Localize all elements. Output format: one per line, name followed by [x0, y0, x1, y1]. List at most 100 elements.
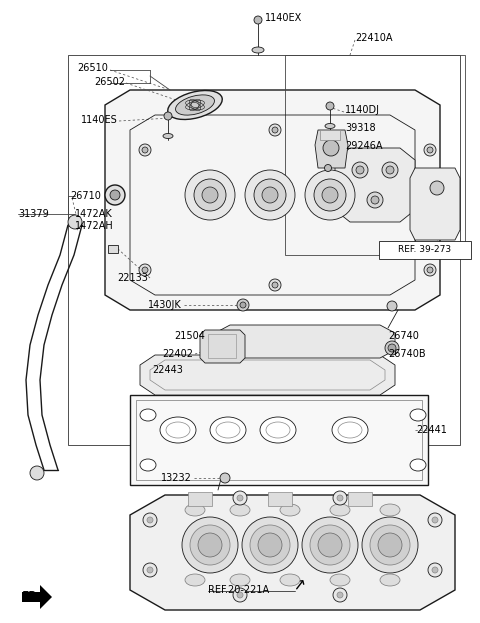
- Circle shape: [432, 567, 438, 573]
- Circle shape: [430, 181, 444, 195]
- Ellipse shape: [176, 95, 215, 115]
- Text: 22441: 22441: [416, 425, 447, 435]
- Circle shape: [182, 517, 238, 573]
- Circle shape: [371, 196, 379, 204]
- Ellipse shape: [325, 123, 335, 128]
- Bar: [268, 492, 292, 506]
- Ellipse shape: [140, 409, 156, 421]
- Circle shape: [190, 525, 230, 565]
- Circle shape: [428, 513, 442, 527]
- Text: 31379: 31379: [18, 209, 49, 219]
- Circle shape: [258, 533, 282, 557]
- Circle shape: [424, 144, 436, 156]
- Circle shape: [326, 102, 334, 110]
- Text: 1140DJ: 1140DJ: [345, 105, 380, 115]
- Circle shape: [322, 187, 338, 203]
- Polygon shape: [215, 325, 395, 358]
- Circle shape: [143, 513, 157, 527]
- Ellipse shape: [140, 459, 156, 471]
- Ellipse shape: [280, 574, 300, 586]
- Polygon shape: [105, 90, 440, 310]
- Ellipse shape: [280, 504, 300, 516]
- Circle shape: [333, 491, 347, 505]
- Text: 1140ES: 1140ES: [81, 115, 118, 125]
- Circle shape: [185, 170, 235, 220]
- Circle shape: [424, 264, 436, 276]
- Circle shape: [30, 466, 44, 480]
- Circle shape: [370, 525, 410, 565]
- Ellipse shape: [260, 417, 296, 443]
- Circle shape: [269, 279, 281, 291]
- Circle shape: [254, 179, 286, 211]
- Circle shape: [305, 170, 355, 220]
- Text: 26740B: 26740B: [388, 349, 426, 359]
- Circle shape: [386, 166, 394, 174]
- Text: 26740: 26740: [388, 331, 419, 341]
- Text: 21504: 21504: [174, 331, 205, 341]
- Circle shape: [385, 341, 399, 355]
- Text: 26710: 26710: [70, 191, 101, 201]
- Text: 22443: 22443: [152, 365, 183, 375]
- Circle shape: [245, 170, 295, 220]
- Bar: [130, 395, 428, 485]
- Circle shape: [272, 282, 278, 288]
- Ellipse shape: [185, 504, 205, 516]
- Text: 26510: 26510: [77, 63, 108, 73]
- Circle shape: [272, 127, 278, 133]
- Polygon shape: [335, 148, 415, 222]
- Text: 1472AH: 1472AH: [75, 221, 114, 231]
- Polygon shape: [315, 130, 348, 168]
- Text: REF. 39-273: REF. 39-273: [398, 245, 452, 255]
- Text: 1430JK: 1430JK: [148, 300, 182, 310]
- Ellipse shape: [185, 574, 205, 586]
- Circle shape: [427, 147, 433, 153]
- Circle shape: [324, 164, 332, 171]
- Bar: [68, 55, 460, 445]
- Circle shape: [382, 162, 398, 178]
- Ellipse shape: [330, 504, 350, 516]
- Circle shape: [237, 592, 243, 598]
- Circle shape: [110, 190, 120, 200]
- Ellipse shape: [410, 409, 426, 421]
- Ellipse shape: [163, 133, 173, 138]
- Circle shape: [432, 517, 438, 523]
- Ellipse shape: [168, 90, 222, 120]
- Circle shape: [356, 166, 364, 174]
- Ellipse shape: [160, 417, 196, 443]
- Bar: [136, 400, 422, 480]
- Ellipse shape: [230, 574, 250, 586]
- Text: 26502: 26502: [94, 77, 125, 87]
- Text: 1472AK: 1472AK: [75, 209, 113, 219]
- Circle shape: [318, 533, 342, 557]
- Circle shape: [202, 187, 218, 203]
- Text: 29246A: 29246A: [345, 141, 383, 151]
- Circle shape: [237, 299, 249, 311]
- FancyBboxPatch shape: [379, 241, 471, 259]
- Circle shape: [139, 264, 151, 276]
- Circle shape: [220, 473, 230, 483]
- Circle shape: [367, 192, 383, 208]
- Text: REF.20-221A: REF.20-221A: [208, 585, 269, 595]
- Circle shape: [68, 215, 82, 229]
- Text: 13232: 13232: [161, 473, 192, 483]
- Text: FR.: FR.: [22, 591, 41, 604]
- Text: 39318: 39318: [345, 123, 376, 133]
- Bar: [108, 245, 118, 253]
- Circle shape: [262, 187, 278, 203]
- Circle shape: [242, 517, 298, 573]
- Circle shape: [142, 267, 148, 273]
- Circle shape: [428, 563, 442, 577]
- Circle shape: [333, 588, 347, 602]
- Circle shape: [362, 517, 418, 573]
- Bar: [208, 334, 236, 358]
- Circle shape: [387, 301, 397, 311]
- Circle shape: [139, 144, 151, 156]
- Circle shape: [337, 592, 343, 598]
- Polygon shape: [140, 355, 395, 395]
- Ellipse shape: [410, 459, 426, 471]
- Ellipse shape: [230, 504, 250, 516]
- Bar: [285, 55, 465, 255]
- Polygon shape: [410, 168, 460, 240]
- Ellipse shape: [210, 417, 246, 443]
- Circle shape: [310, 525, 350, 565]
